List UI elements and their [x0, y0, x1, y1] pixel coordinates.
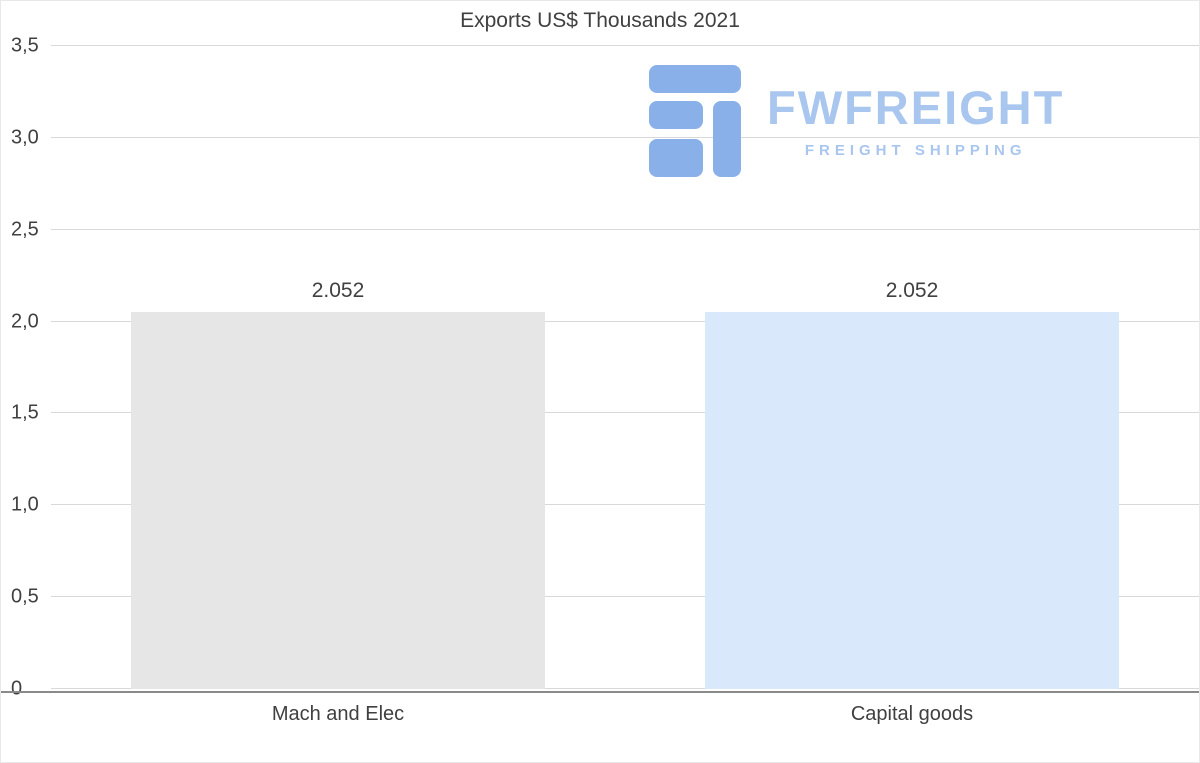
- bar-group-mach-and-elec: 2.052: [51, 46, 625, 689]
- x-label-capital-goods: Capital goods: [850, 703, 974, 725]
- y-axis-tick-labels: 0 0,5 1,0 1,5 2,0 2,5 3,0 3,5: [1, 35, 47, 700]
- bar-mach-and-elec: [131, 312, 545, 689]
- bar-capital-goods: [705, 312, 1119, 689]
- bar-value-label: 2.052: [885, 279, 939, 303]
- gridline: [51, 412, 1199, 414]
- y-tick-label: 1,0: [11, 493, 39, 516]
- gridline: [51, 504, 1199, 506]
- gridline: [51, 596, 1199, 598]
- gridline: [51, 320, 1199, 322]
- gridline: [51, 45, 1199, 46]
- chart-title: Exports US$ Thousands 2021: [460, 9, 740, 32]
- x-label-mach-and-elec: Mach and Elec: [271, 703, 405, 725]
- y-tick-label: 2,0: [11, 310, 39, 333]
- bar-group-capital-goods: 2.052: [625, 46, 1199, 689]
- y-tick-label: 1,5: [11, 401, 39, 424]
- fwfreight-logo-text: FWFREIGHT FREIGHT SHIPPING: [767, 84, 1064, 159]
- gridline: [51, 136, 1199, 138]
- y-tick-label: 2,5: [11, 218, 39, 241]
- plot-area: 2.052 2.052: [51, 45, 1199, 689]
- fwfreight-logo-tagline: FREIGHT SHIPPING: [804, 141, 1027, 159]
- fwfreight-logo: FWFREIGHT FREIGHT SHIPPING: [649, 65, 1064, 177]
- x-axis-category-labels: Mach and Elec Capital goods: [51, 703, 1199, 726]
- fwfreight-logo-icon: [649, 65, 745, 177]
- x-axis-line: [1, 691, 1199, 693]
- bars-container: 2.052 2.052: [51, 46, 1199, 689]
- y-tick-label: 3,5: [11, 34, 39, 57]
- gridline: [51, 228, 1199, 230]
- bar-value-label: 2.052: [311, 279, 365, 303]
- y-tick-label: 3,0: [11, 126, 39, 149]
- y-tick-label: 0: [11, 677, 23, 700]
- gridline: [51, 688, 1199, 689]
- y-tick-label: 0,5: [11, 585, 39, 608]
- fwfreight-logo-name: FWFREIGHT: [767, 80, 1065, 134]
